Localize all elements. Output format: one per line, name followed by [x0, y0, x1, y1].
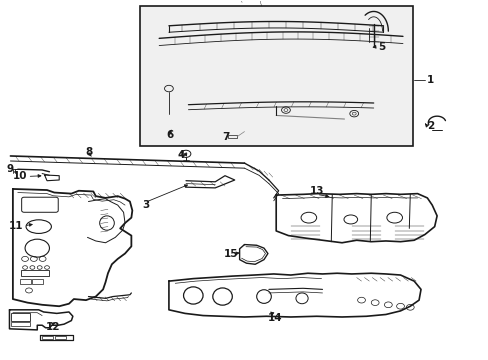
Text: 3: 3 [142, 200, 149, 210]
Bar [228, 135, 237, 138]
Text: 14: 14 [267, 313, 282, 323]
Bar [20, 279, 31, 284]
Bar [11, 322, 30, 326]
Text: 7: 7 [222, 132, 229, 142]
Text: 11: 11 [9, 221, 23, 231]
Bar [140, 6, 412, 146]
Bar [11, 314, 30, 320]
Text: 6: 6 [166, 130, 174, 140]
Bar [55, 336, 66, 338]
Text: 5: 5 [378, 42, 385, 51]
Bar [42, 336, 53, 338]
Bar [21, 270, 49, 276]
Text: 4: 4 [177, 150, 184, 160]
Text: 15: 15 [223, 248, 238, 258]
Text: 12: 12 [46, 322, 61, 332]
Text: 13: 13 [309, 186, 323, 197]
Bar [32, 279, 42, 284]
Text: 8: 8 [85, 147, 93, 157]
Text: 1: 1 [427, 75, 433, 85]
Text: 2: 2 [427, 121, 433, 131]
Text: 10: 10 [13, 171, 27, 181]
Text: 9: 9 [7, 164, 14, 174]
